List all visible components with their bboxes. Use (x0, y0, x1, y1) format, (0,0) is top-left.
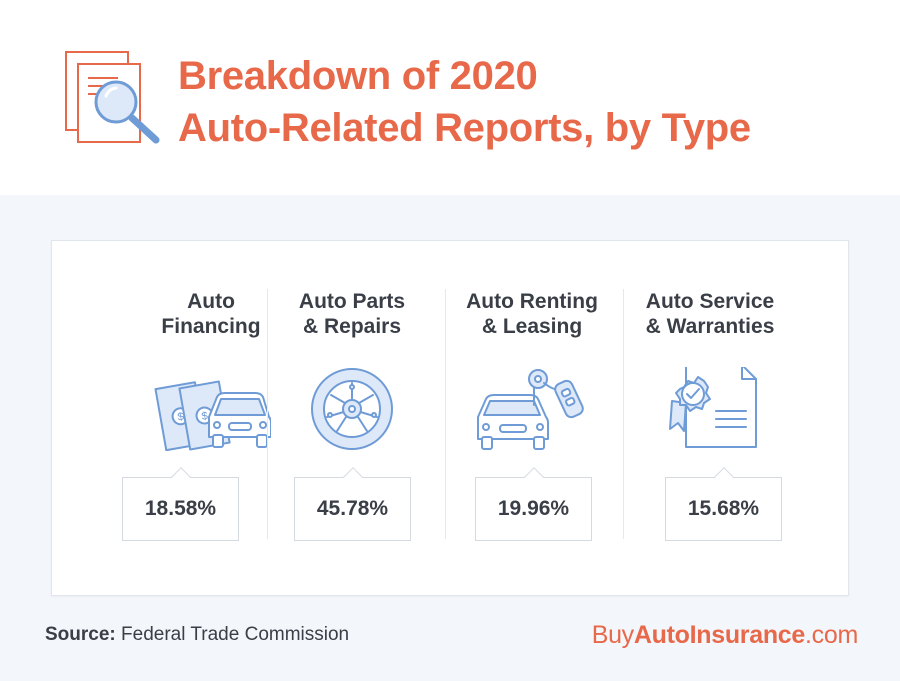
value-box: 18.58% (122, 467, 239, 541)
column-divider (623, 289, 624, 539)
title-line-1: Breakdown of 2020 (178, 54, 538, 98)
category-value: 18.58% (144, 497, 217, 520)
category-value: 45.78% (316, 497, 389, 520)
brand-suffix: .com (805, 621, 858, 649)
brand-prefix: Buy (591, 621, 634, 649)
header: Breakdown of 2020 Auto-Related Reports, … (0, 0, 900, 195)
category-auto-renting-leasing: Auto Renting & Leasing 19.96% (443, 241, 621, 597)
column-divider (445, 289, 446, 539)
category-auto-parts-repairs: Auto Parts & Repairs 45.78% (263, 241, 441, 597)
value-box-pointer (342, 467, 363, 487)
value-box: 19.96% (475, 467, 592, 541)
source-citation: Source: Federal Trade Commission (45, 624, 349, 646)
page-title: Breakdown of 2020 Auto-Related Reports, … (178, 50, 751, 154)
category-label: Auto Financing (161, 290, 261, 338)
money-car-icon: $ $ (154, 380, 271, 451)
value-box-pointer (713, 467, 734, 487)
category-value: 19.96% (497, 497, 570, 520)
category-auto-service-warranties: Auto Service & Warranties 15.68% (621, 241, 799, 597)
document-search-icon (65, 51, 160, 144)
source-label: Source: (45, 624, 116, 645)
column-divider (267, 289, 268, 539)
svg-text:$: $ (177, 411, 185, 424)
tire-icon (311, 368, 393, 450)
category-auto-financing: Auto Financing $ $ 18.58% (122, 241, 300, 597)
category-label: Auto Parts & Repairs (298, 290, 406, 338)
svg-text:$: $ (201, 410, 209, 423)
category-label: Auto Service & Warranties (645, 290, 775, 338)
value-box-pointer (170, 467, 191, 487)
category-label: Auto Renting & Leasing (466, 290, 598, 338)
value-box-pointer (523, 467, 544, 487)
brand-logo[interactable]: BuyAutoInsurance.com (591, 621, 859, 650)
car-key-icon (477, 369, 584, 450)
value-box: 45.78% (294, 467, 411, 541)
warranty-certificate-icon (669, 367, 757, 448)
source-text: Federal Trade Commission (115, 624, 350, 645)
category-value: 15.68% (687, 497, 760, 520)
stats-card: Auto Financing $ $ 18.58% (51, 240, 849, 596)
value-box: 15.68% (665, 467, 782, 541)
title-line-2: Auto-Related Reports, by Type (178, 106, 751, 150)
brand-bold: AutoInsurance (633, 621, 806, 649)
